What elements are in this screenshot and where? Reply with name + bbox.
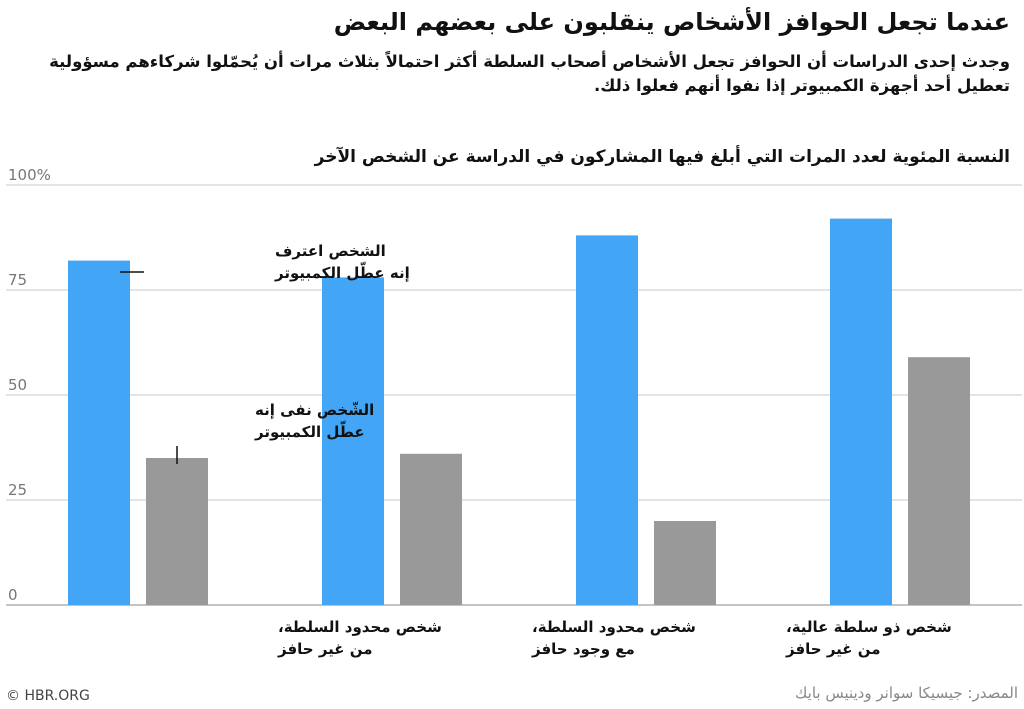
chart-heading: النسبة المئوية لعدد المرات التي أبلغ فيه… (314, 147, 1010, 167)
y-tick-label: 0 (8, 586, 18, 604)
annotation-label: الشخص اعترف (275, 242, 386, 260)
x-category-label: شخص محدود السلطة، (532, 618, 696, 636)
bar-gray (908, 357, 970, 605)
annotation-label: الشّخص نفى إنه (255, 401, 374, 419)
x-category-label: شخص ذو سلطة عالية، (786, 618, 952, 636)
chart-title: عندما تجعل الحوافز الأشخاص ينقلبون على ب… (333, 8, 1010, 36)
x-category-label: من غير حافز (785, 640, 881, 658)
bar-gray (400, 453, 462, 605)
annotation-label: عطّل الكمبيوتر (254, 421, 365, 441)
bar-gray (146, 458, 208, 605)
credit-text: © HBR.ORG (6, 688, 90, 704)
x-category-label: مع وجود حافز (531, 640, 635, 658)
bar-blue (322, 277, 384, 605)
bar-gray (654, 521, 716, 605)
bar-blue (68, 260, 130, 605)
bar-blue (576, 235, 638, 605)
bar-blue (830, 218, 892, 605)
source-text: المصدر: جيسيكا سوانر ودينيس بايك (795, 684, 1018, 702)
x-category-label: من غير حافز (277, 640, 373, 658)
y-tick-label: 50 (8, 376, 27, 394)
annotation-label: إنه عطّل الكمبيوتر (274, 262, 410, 282)
y-tick-label: 75 (8, 271, 27, 289)
y-tick-label: 100% (8, 166, 51, 184)
y-tick-label: 25 (8, 481, 27, 499)
x-category-label: شخص محدود السلطة، (278, 618, 442, 636)
chart-subtitle: وجدث إحدى الدراسات أن الحوافز تجعل الأشخ… (49, 52, 1010, 95)
